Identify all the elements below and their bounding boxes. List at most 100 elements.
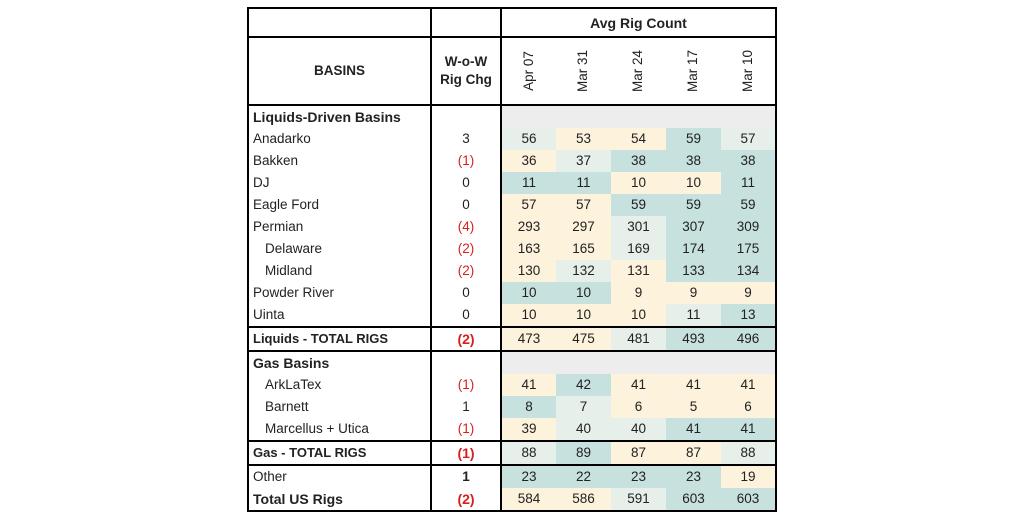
rig-count-cell: 38 — [721, 150, 778, 172]
table-row: ArkLaTex (1) 41 42 41 41 41 — [247, 374, 778, 396]
rig-count-cell: 57 — [501, 194, 556, 216]
basin-name: Barnett — [247, 396, 432, 418]
rig-count-cell — [501, 105, 556, 128]
rig-count-cell: 59 — [666, 194, 721, 216]
rig-count-cell: 7 — [556, 396, 611, 418]
rig-count-cell — [721, 105, 778, 128]
rig-count-cell: 6 — [611, 396, 666, 418]
table-row: Other 1 23 22 23 23 19 — [247, 464, 778, 488]
rig-count-cell: 11 — [721, 172, 778, 194]
header-row-top: Avg Rig Count — [247, 7, 778, 38]
rig-count-cell: 481 — [611, 326, 666, 352]
table-body: Liquids-Driven Basins Anadarko 3 56 53 54 59 57… — [247, 105, 778, 512]
rig-count-table: Avg Rig Count BASINS W-o-W Rig Chg Apr 0… — [247, 7, 778, 512]
rig-count-cell: 42 — [556, 374, 611, 396]
wow-change-cell: 3 — [431, 128, 502, 150]
rig-count-cell — [611, 351, 666, 374]
basin-name: ArkLaTex — [247, 374, 432, 396]
basin-name: Permian — [247, 216, 432, 238]
rig-count-cell: 57 — [556, 194, 611, 216]
rig-count-cell: 59 — [721, 194, 778, 216]
wow-change-cell: (1) — [431, 150, 502, 172]
rig-count-cell: 10 — [666, 172, 721, 194]
table-row: Delaware (2) 163 165 169 174 175 — [247, 238, 778, 260]
rig-count-cell: 13 — [721, 304, 778, 327]
basin-name: Marcellus + Utica — [247, 418, 432, 441]
table-row: Permian (4) 293 297 301 307 309 — [247, 216, 778, 238]
wow-change-cell — [431, 105, 502, 128]
rig-count-cell: 41 — [666, 374, 721, 396]
basin-name: Eagle Ford — [247, 194, 432, 216]
rig-count-cell: 475 — [556, 326, 611, 352]
rig-count-cell: 591 — [611, 488, 666, 512]
rig-count-cell: 39 — [501, 418, 556, 441]
rig-count-cell: 11 — [556, 172, 611, 194]
rig-count-cell: 603 — [666, 488, 721, 512]
rig-count-cell: 10 — [611, 172, 666, 194]
basin-name: Powder River — [247, 282, 432, 304]
rig-count-cell: 163 — [501, 238, 556, 260]
wow-change-cell: (2) — [431, 488, 502, 512]
rig-count-cell: 5 — [666, 396, 721, 418]
section-label: Gas Basins — [247, 351, 432, 374]
basin-name: Midland — [247, 260, 432, 282]
rig-count-cell: 132 — [556, 260, 611, 282]
wow-change-cell: 0 — [431, 304, 502, 327]
rig-count-cell: 23 — [666, 464, 721, 488]
rig-count-cell: 493 — [666, 326, 721, 352]
avg-rig-count-header: Avg Rig Count — [501, 7, 778, 38]
wow-change-cell: (2) — [431, 238, 502, 260]
basin-name: DJ — [247, 172, 432, 194]
wow-header-line1: W-o-W — [444, 54, 488, 69]
rig-count-cell: 11 — [501, 172, 556, 194]
table-row: Midland (2) 130 132 131 133 134 — [247, 260, 778, 282]
date-label: Mar 24 — [630, 49, 646, 93]
rig-count-cell — [556, 105, 611, 128]
rig-count-cell: 8 — [501, 396, 556, 418]
rig-count-cell: 53 — [556, 128, 611, 150]
rig-count-cell: 36 — [501, 150, 556, 172]
rig-count-cell: 586 — [556, 488, 611, 512]
table-row: Uinta 0 10 10 10 11 13 — [247, 304, 778, 327]
date-label: Mar 10 — [740, 49, 755, 93]
section-label: Liquids-Driven Basins — [247, 105, 432, 128]
rig-count-cell: 41 — [721, 418, 778, 441]
date-header: Mar 10 — [721, 37, 778, 106]
rig-count-cell: 9 — [666, 282, 721, 304]
wow-header-line2: Rig Chg — [440, 72, 492, 87]
date-label: Apr 07 — [521, 51, 536, 91]
table-row: Total US Rigs (2) 584 586 591 603 603 — [247, 488, 778, 512]
wow-change-cell: (2) — [431, 260, 502, 282]
table-row: DJ 0 11 11 10 10 11 — [247, 172, 778, 194]
rig-count-cell: 10 — [556, 282, 611, 304]
rig-count-cell: 309 — [721, 216, 778, 238]
rig-count-cell: 38 — [611, 150, 666, 172]
rig-count-cell: 59 — [611, 194, 666, 216]
rig-count-cell: 88 — [721, 440, 778, 466]
wow-change-cell: 0 — [431, 172, 502, 194]
basin-name: Delaware — [247, 238, 432, 260]
rig-count-cell: 10 — [556, 304, 611, 327]
date-label: Mar 31 — [575, 49, 591, 93]
rig-count-cell: 41 — [666, 418, 721, 441]
table-row: Powder River 0 10 10 9 9 9 — [247, 282, 778, 304]
wow-change-cell: 0 — [431, 282, 502, 304]
table-row: Gas Basins — [247, 351, 778, 374]
rig-count-cell: 11 — [666, 304, 721, 327]
rig-count-cell: 297 — [556, 216, 611, 238]
rig-count-cell: 59 — [666, 128, 721, 150]
rig-count-cell: 23 — [501, 464, 556, 488]
rig-count-cell: 301 — [611, 216, 666, 238]
date-header: Apr 07 — [501, 37, 556, 106]
rig-count-cell: 131 — [611, 260, 666, 282]
rig-count-cell: 40 — [556, 418, 611, 441]
rig-count-cell — [666, 105, 721, 128]
header-row-bottom: BASINS W-o-W Rig Chg Apr 07 Mar 31 Mar 2… — [247, 37, 778, 106]
basin-name: Uinta — [247, 304, 432, 327]
wow-change-cell: 1 — [431, 464, 502, 488]
rig-count-cell: 174 — [666, 238, 721, 260]
table-row: Liquids - TOTAL RIGS (2) 473 475 481 493 496 — [247, 326, 778, 352]
table-row: Anadarko 3 56 53 54 59 57 — [247, 128, 778, 150]
wow-change-cell: (1) — [431, 440, 502, 466]
rig-count-cell: 56 — [501, 128, 556, 150]
